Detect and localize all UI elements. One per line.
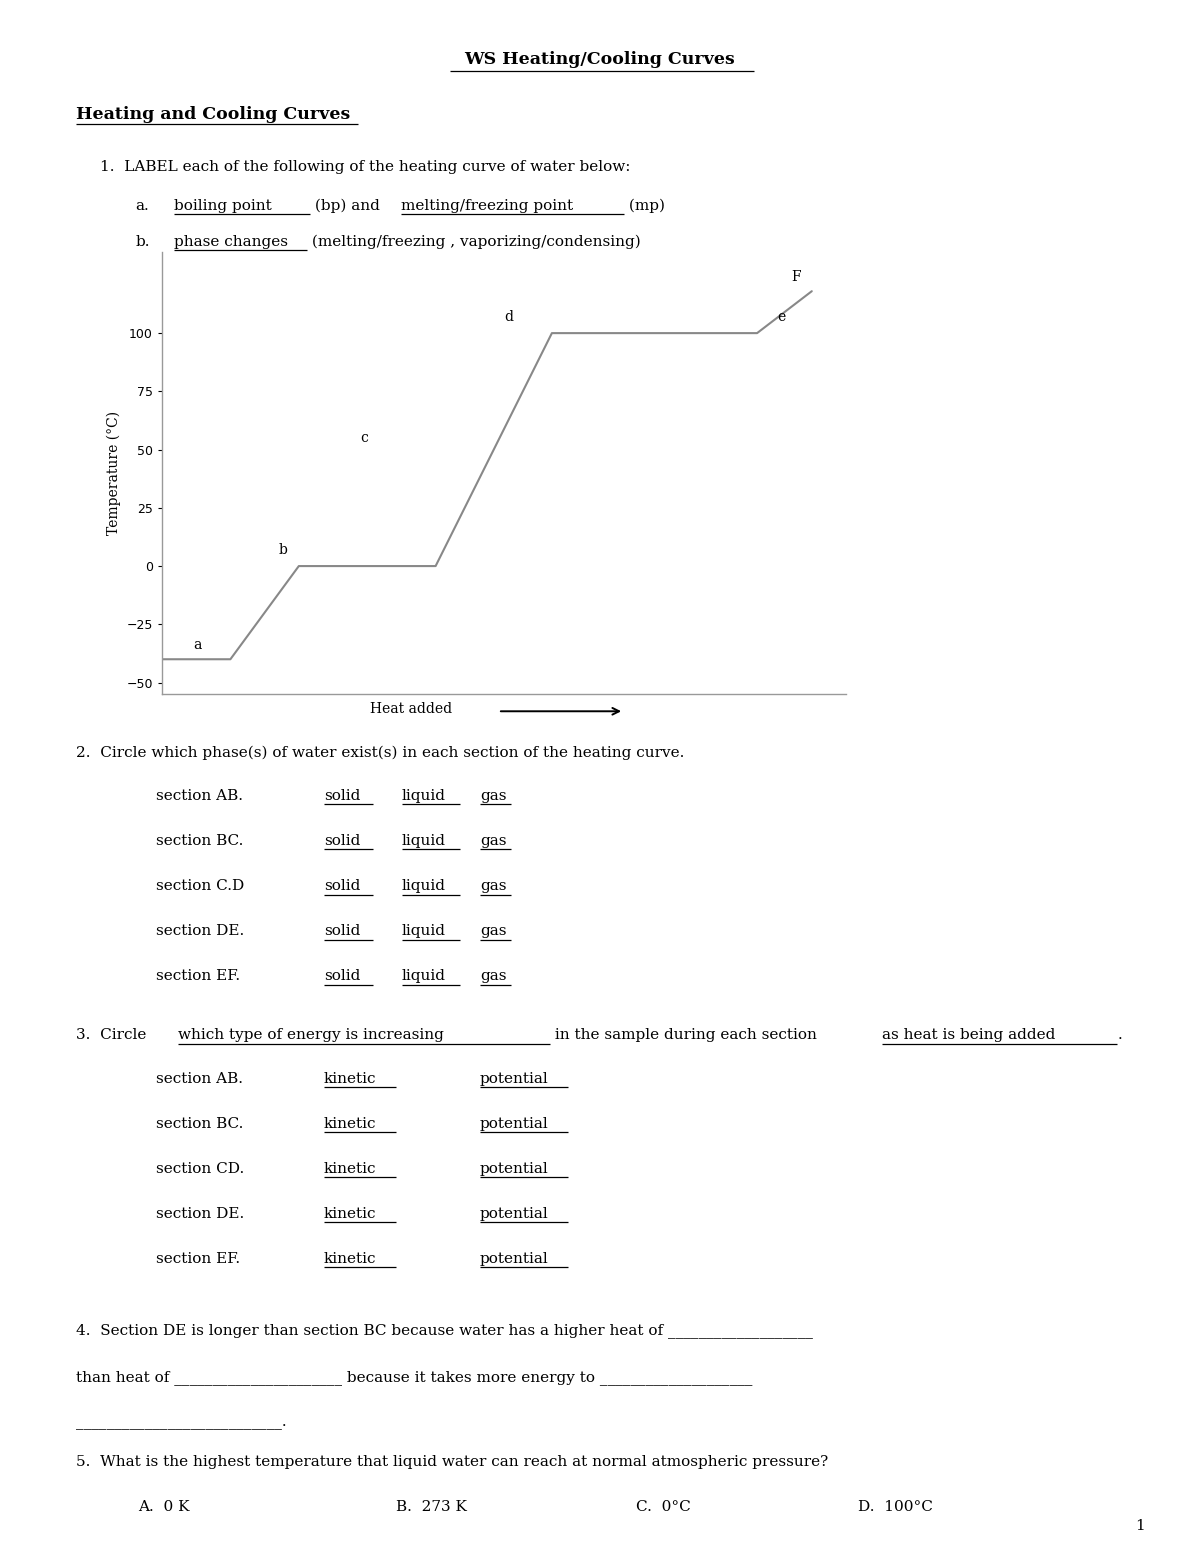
Text: solid: solid bbox=[324, 924, 360, 938]
Y-axis label: Temperature (°C): Temperature (°C) bbox=[107, 412, 121, 534]
Text: section CD.: section CD. bbox=[156, 1162, 245, 1176]
Text: kinetic: kinetic bbox=[324, 1072, 377, 1086]
Text: section AB.: section AB. bbox=[156, 1072, 242, 1086]
Text: 2.  Circle which phase(s) of water exist(s) in each section of the heating curve: 2. Circle which phase(s) of water exist(… bbox=[76, 745, 684, 759]
Text: 1.  LABEL each of the following of the heating curve of water below:: 1. LABEL each of the following of the he… bbox=[100, 160, 630, 174]
Text: boiling point: boiling point bbox=[174, 199, 271, 213]
Text: section BC.: section BC. bbox=[156, 834, 244, 848]
Text: potential: potential bbox=[480, 1117, 548, 1131]
Text: gas: gas bbox=[480, 924, 506, 938]
Text: in the sample during each section: in the sample during each section bbox=[550, 1028, 821, 1042]
Text: d: d bbox=[504, 309, 514, 323]
Text: liquid: liquid bbox=[402, 924, 446, 938]
Text: solid: solid bbox=[324, 789, 360, 803]
Text: melting/freezing point: melting/freezing point bbox=[401, 199, 572, 213]
Text: kinetic: kinetic bbox=[324, 1162, 377, 1176]
Text: liquid: liquid bbox=[402, 969, 446, 983]
Text: Heat added: Heat added bbox=[370, 702, 461, 716]
Text: (bp) and: (bp) and bbox=[310, 199, 384, 213]
Text: B.  273 K: B. 273 K bbox=[396, 1500, 467, 1514]
Text: 5.  What is the highest temperature that liquid water can reach at normal atmosp: 5. What is the highest temperature that … bbox=[76, 1455, 828, 1469]
Text: 3.  Circle: 3. Circle bbox=[76, 1028, 151, 1042]
Text: potential: potential bbox=[480, 1207, 548, 1221]
Text: 1: 1 bbox=[1135, 1519, 1145, 1533]
Text: section BC.: section BC. bbox=[156, 1117, 244, 1131]
Text: which type of energy is increasing: which type of energy is increasing bbox=[178, 1028, 444, 1042]
Text: phase changes: phase changes bbox=[174, 235, 288, 248]
Text: section AB.: section AB. bbox=[156, 789, 242, 803]
Text: .: . bbox=[1117, 1028, 1122, 1042]
Text: kinetic: kinetic bbox=[324, 1207, 377, 1221]
Text: F: F bbox=[791, 270, 800, 284]
Text: section EF.: section EF. bbox=[156, 1252, 240, 1266]
Text: gas: gas bbox=[480, 789, 506, 803]
Text: 4.  Section DE is longer than section BC because water has a higher heat of ____: 4. Section DE is longer than section BC … bbox=[76, 1323, 812, 1339]
Text: liquid: liquid bbox=[402, 789, 446, 803]
Text: c: c bbox=[360, 430, 368, 444]
Text: solid: solid bbox=[324, 834, 360, 848]
Text: WS Heating/Cooling Curves: WS Heating/Cooling Curves bbox=[464, 51, 736, 68]
Text: gas: gas bbox=[480, 834, 506, 848]
Text: e: e bbox=[778, 309, 786, 323]
Text: solid: solid bbox=[324, 879, 360, 893]
Text: as heat is being added: as heat is being added bbox=[882, 1028, 1055, 1042]
Text: (mp): (mp) bbox=[624, 199, 665, 213]
Text: liquid: liquid bbox=[402, 879, 446, 893]
Text: kinetic: kinetic bbox=[324, 1117, 377, 1131]
Text: solid: solid bbox=[324, 969, 360, 983]
Text: gas: gas bbox=[480, 879, 506, 893]
Text: A.  0 K: A. 0 K bbox=[138, 1500, 190, 1514]
Text: kinetic: kinetic bbox=[324, 1252, 377, 1266]
Text: section C.D: section C.D bbox=[156, 879, 245, 893]
Text: potential: potential bbox=[480, 1072, 548, 1086]
Text: section DE.: section DE. bbox=[156, 1207, 245, 1221]
Text: potential: potential bbox=[480, 1252, 548, 1266]
Text: C.  0°C: C. 0°C bbox=[636, 1500, 691, 1514]
Text: liquid: liquid bbox=[402, 834, 446, 848]
Text: section DE.: section DE. bbox=[156, 924, 245, 938]
Text: (melting/freezing , vaporizing/condensing): (melting/freezing , vaporizing/condensin… bbox=[307, 235, 641, 248]
Text: a: a bbox=[193, 638, 202, 652]
Text: a.: a. bbox=[136, 199, 149, 213]
Text: gas: gas bbox=[480, 969, 506, 983]
Text: Heating and Cooling Curves: Heating and Cooling Curves bbox=[76, 106, 350, 123]
Text: section EF.: section EF. bbox=[156, 969, 240, 983]
Text: ___________________________.: ___________________________. bbox=[76, 1416, 287, 1430]
Text: D.  100°C: D. 100°C bbox=[858, 1500, 932, 1514]
Text: than heat of ______________________ because it takes more energy to ____________: than heat of ______________________ beca… bbox=[76, 1370, 752, 1385]
Text: b: b bbox=[278, 542, 287, 556]
Text: b.: b. bbox=[136, 235, 150, 248]
Text: potential: potential bbox=[480, 1162, 548, 1176]
